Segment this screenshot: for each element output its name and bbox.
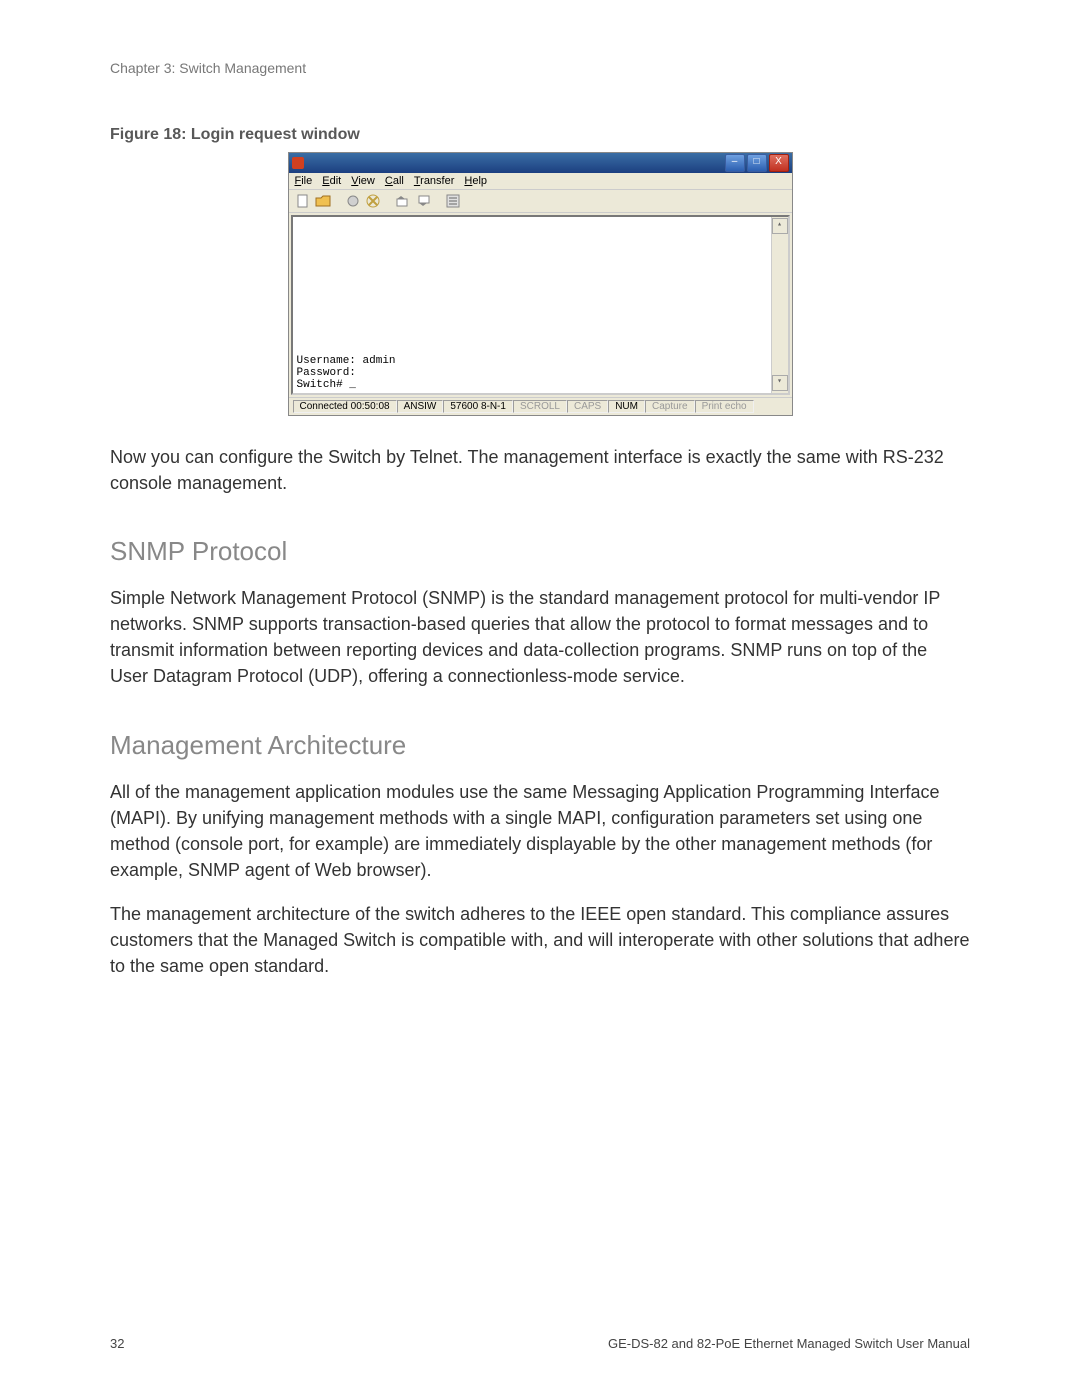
menu-transfer[interactable]: Transfer (414, 175, 455, 187)
status-capture: Capture (645, 400, 695, 413)
menu-file[interactable]: File (295, 175, 313, 187)
status-printecho: Print echo (695, 400, 754, 413)
new-icon[interactable] (295, 193, 311, 209)
hyperterminal-window: – □ X File Edit View Call Transfer Help (288, 152, 793, 416)
close-button[interactable]: X (769, 154, 789, 172)
menu-view[interactable]: View (351, 175, 375, 187)
send-icon[interactable] (395, 193, 411, 209)
connect-icon[interactable] (345, 193, 361, 209)
figure-caption: Figure 18: Login request window (110, 126, 970, 144)
properties-icon[interactable] (445, 193, 461, 209)
screenshot-container: – □ X File Edit View Call Transfer Help (110, 152, 970, 416)
body-paragraph: Now you can configure the Switch by Teln… (110, 444, 970, 496)
open-icon[interactable] (315, 193, 331, 209)
disconnect-icon[interactable] (365, 193, 381, 209)
page-number: 32 (110, 1336, 124, 1351)
terminal-line: Username: admin (297, 355, 784, 367)
maximize-button[interactable]: □ (747, 154, 767, 172)
window-titlebar: – □ X (289, 153, 792, 173)
menu-call[interactable]: Call (385, 175, 404, 187)
minimize-button[interactable]: – (725, 154, 745, 172)
status-num: NUM (608, 400, 645, 413)
status-caps: CAPS (567, 400, 608, 413)
app-icon (292, 157, 304, 169)
status-term: ANSIW (397, 400, 444, 413)
body-paragraph: Simple Network Management Protocol (SNMP… (110, 585, 970, 689)
receive-icon[interactable] (415, 193, 431, 209)
terminal-line: Password: (297, 367, 784, 379)
scroll-down-icon[interactable]: ▾ (772, 375, 788, 391)
menu-edit[interactable]: Edit (322, 175, 341, 187)
scroll-up-icon[interactable]: ▴ (772, 218, 788, 234)
menu-help[interactable]: Help (464, 175, 487, 187)
status-scroll: SCROLL (513, 400, 567, 413)
body-paragraph: The management architecture of the switc… (110, 901, 970, 979)
menu-bar: File Edit View Call Transfer Help (289, 173, 792, 190)
status-connected: Connected 00:50:08 (293, 400, 397, 413)
toolbar (289, 190, 792, 213)
mgmt-arch-heading: Management Architecture (110, 730, 970, 761)
body-paragraph: All of the management application module… (110, 779, 970, 883)
terminal-area[interactable]: Username: admin Password: Switch# _ ▴ ▾ (291, 215, 790, 395)
chapter-header: Chapter 3: Switch Management (110, 60, 970, 76)
terminal-line: Switch# _ (297, 379, 784, 391)
snmp-heading: SNMP Protocol (110, 536, 970, 567)
status-bar: Connected 00:50:08 ANSIW 57600 8-N-1 SCR… (289, 397, 792, 415)
page-footer: 32 GE-DS-82 and 82-PoE Ethernet Managed … (110, 1336, 970, 1351)
footer-title: GE-DS-82 and 82-PoE Ethernet Managed Swi… (608, 1336, 970, 1351)
status-baud: 57600 8-N-1 (443, 400, 513, 413)
scrollbar[interactable]: ▴ ▾ (771, 217, 788, 393)
